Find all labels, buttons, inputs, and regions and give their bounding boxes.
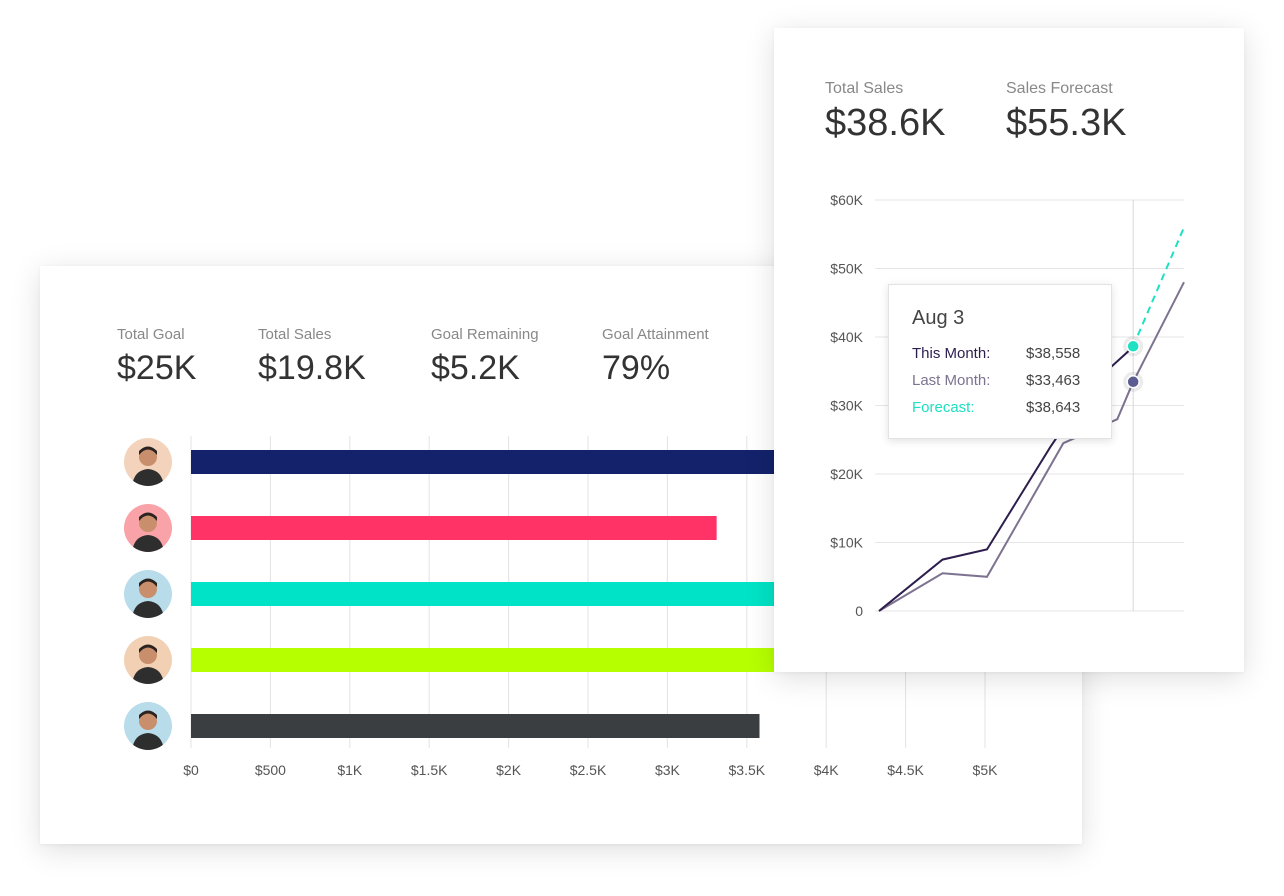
stat-label: Total Sales — [825, 80, 904, 97]
x-tick-label: $500 — [255, 762, 286, 778]
tooltip-value: $38,643 — [1026, 399, 1081, 416]
bar — [191, 648, 779, 672]
stat-value: 79% — [602, 349, 671, 387]
x-tick-label: $1K — [337, 762, 363, 778]
stat-value: $55.3K — [1006, 102, 1127, 144]
tooltip-row-this-month: This Month: $38,558 — [912, 345, 1092, 362]
sales-line-chart: $60K $50K $40K $30K $20K $10K 0 — [830, 192, 1185, 619]
avatar — [124, 504, 172, 552]
stat-goal-attainment: Goal Attainment 79% — [602, 326, 709, 388]
bar — [191, 450, 779, 474]
stat-value: $19.8K — [258, 349, 366, 387]
x-tick-label: $1.5K — [411, 762, 448, 778]
x-tick-label: $2.5K — [570, 762, 607, 778]
bar — [191, 516, 717, 540]
y-tick-label: $30K — [830, 398, 863, 414]
tooltip-value: $33,463 — [1026, 372, 1081, 389]
hover-point — [1126, 339, 1140, 354]
person-icon — [132, 512, 164, 552]
stat-value: $5.2K — [431, 349, 520, 387]
tooltip-row-last-month: Last Month: $33,463 — [912, 372, 1092, 389]
bar — [191, 582, 779, 606]
y-tick-label: $20K — [830, 466, 863, 482]
bar — [191, 714, 760, 738]
stat-value: $25K — [117, 349, 197, 387]
stat-label: Total Sales — [258, 326, 332, 343]
stat-goal-remaining: Goal Remaining $5.2K — [431, 326, 539, 388]
y-tick-label: 0 — [855, 603, 863, 619]
tooltip-label: Forecast: — [912, 399, 975, 416]
stat-sales-forecast: Sales Forecast $55.3K — [1006, 80, 1126, 145]
x-tick-label: $0 — [183, 762, 199, 778]
avatar — [124, 438, 172, 486]
stat-label: Total Goal — [117, 326, 185, 343]
x-tick-label: $2K — [496, 762, 522, 778]
stat-total-sales: Total Sales $38.6K — [825, 80, 945, 145]
x-tick-label: $3.5K — [729, 762, 766, 778]
tooltip-row-forecast: Forecast: $38,643 — [912, 399, 1092, 416]
stat-label: Goal Remaining — [431, 326, 539, 343]
y-tick-label: $60K — [830, 192, 863, 208]
tooltip-date: Aug 3 — [912, 307, 965, 329]
stat-total-sales: Total Sales $19.8K — [258, 326, 366, 388]
series-line — [1132, 227, 1185, 347]
stat-label: Sales Forecast — [1006, 80, 1113, 97]
tooltip-value: $38,558 — [1026, 345, 1081, 362]
y-tick-label: $40K — [830, 329, 863, 345]
chart-tooltip: Aug 3 This Month: $38,558 Last Month: $3… — [888, 284, 1112, 439]
tooltip-label: Last Month: — [912, 372, 991, 389]
stat-total-goal: Total Goal $25K — [117, 326, 196, 388]
x-tick-label: $4K — [814, 762, 840, 778]
stat-value: $38.6K — [825, 102, 946, 144]
x-tick-label: $3K — [655, 762, 681, 778]
tooltip-label: This Month: — [912, 345, 991, 362]
person-icon — [132, 578, 164, 618]
stat-label: Goal Attainment — [602, 326, 709, 343]
person-icon — [132, 644, 164, 684]
person-icon — [132, 710, 164, 750]
person-icon — [132, 446, 164, 486]
x-tick-label: $4.5K — [887, 762, 924, 778]
avatar — [124, 636, 172, 684]
y-tick-label: $10K — [830, 535, 863, 551]
hover-point — [1126, 375, 1140, 389]
sales-trend-card: Total Sales $38.6K Sales Forecast $55.3K… — [774, 28, 1244, 672]
x-tick-label: $5K — [973, 762, 999, 778]
avatar — [124, 570, 172, 618]
sales-by-rep-bar-chart: $0 $500 $1K $1.5K $2K $2.5K $3K $3.5K $4K $4.5K $5… — [183, 436, 999, 778]
avatar — [124, 702, 172, 750]
y-tick-label: $50K — [830, 261, 863, 277]
